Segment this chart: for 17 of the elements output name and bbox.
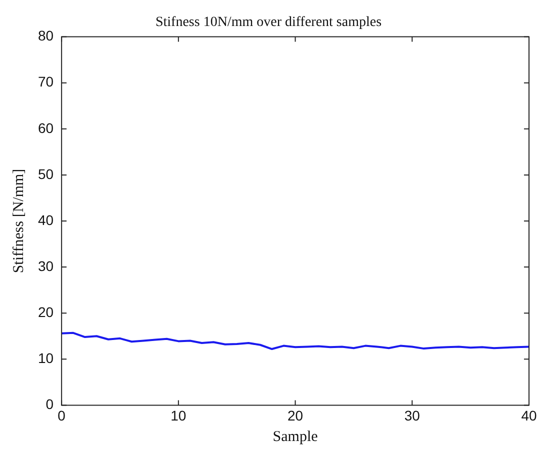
y-tick-label: 60 (38, 120, 54, 136)
y-tick-label: 20 (38, 304, 54, 320)
y-axis-title: Stiffness [N/mm] (10, 168, 27, 274)
y-tick-label: 80 (38, 28, 54, 44)
x-tick-label: 40 (521, 407, 537, 424)
chart-title: Stifness 10N/mm over different samples (155, 15, 382, 30)
y-tick-label: 50 (38, 166, 54, 182)
y-tick-label: 30 (38, 258, 54, 274)
x-tick-label: 10 (170, 407, 186, 424)
y-tick-label: 10 (38, 350, 54, 366)
y-tick-label: 70 (38, 74, 54, 90)
x-tick-label: 20 (287, 407, 304, 424)
y-tick-label: 0 (46, 396, 54, 412)
x-axis-title: Sample (272, 428, 318, 445)
y-tick-label: 40 (38, 212, 54, 228)
x-tick-label: 0 (58, 407, 66, 424)
x-tick-label: 30 (404, 407, 420, 424)
